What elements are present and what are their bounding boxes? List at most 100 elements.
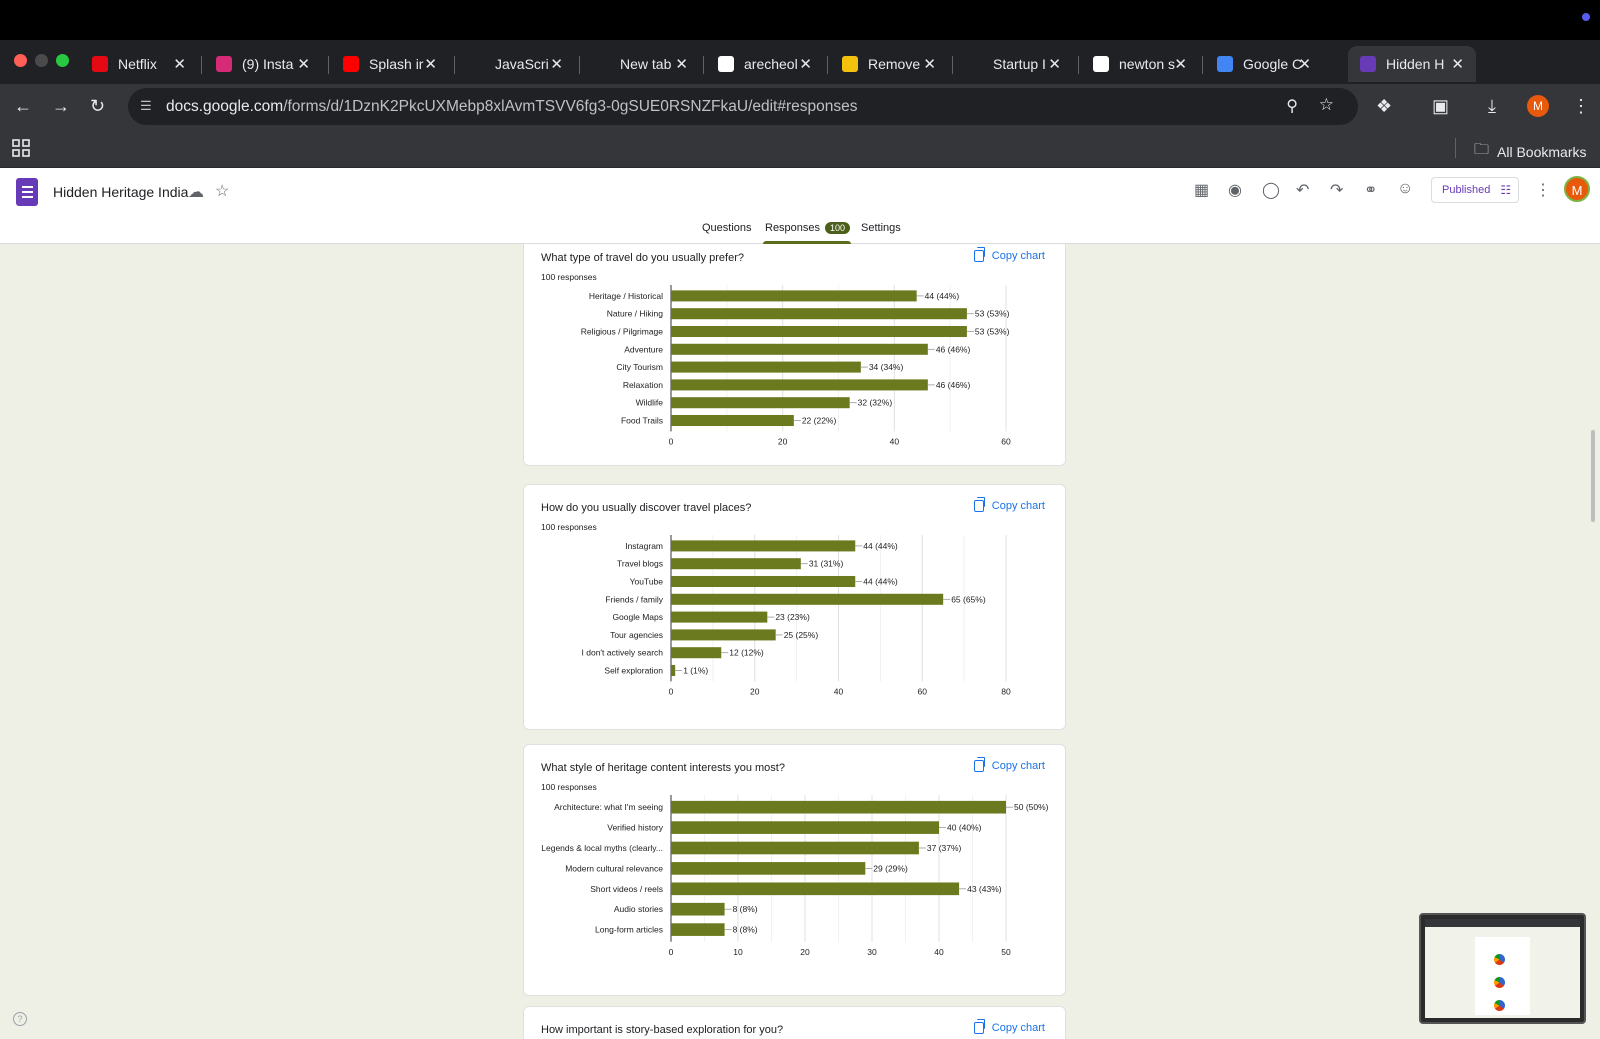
data-label: 32 (32%) [858, 398, 893, 408]
zoom-icon[interactable]: ⚲ [1286, 98, 1298, 115]
x-tick-label: 0 [669, 947, 674, 957]
browser-tab[interactable]: newton s ✕ [1081, 46, 1199, 82]
copy-icon [973, 757, 985, 772]
tune-icon: ☷ [1500, 183, 1512, 197]
scrollbar-thumb[interactable] [1591, 430, 1595, 522]
x-tick-label: 60 [918, 686, 928, 696]
profile-avatar[interactable]: M [1527, 95, 1549, 117]
tab-questions[interactable]: Questions [702, 222, 752, 234]
copy-chart-button[interactable]: Copy chart [973, 1019, 1045, 1034]
preview-eye-icon[interactable]: ◯ [1262, 182, 1280, 199]
close-tab-icon[interactable]: ✕ [173, 56, 186, 73]
bar [671, 575, 856, 588]
browser-tab[interactable]: Remove ✕ [830, 46, 948, 82]
zoom-window-button[interactable] [56, 54, 69, 67]
data-label: 12 (12%) [729, 648, 764, 658]
bar [671, 664, 676, 677]
category-label: Long-form articles [595, 925, 663, 935]
palette-icon[interactable]: ◉ [1228, 182, 1242, 199]
address-bar[interactable]: ☰ docs.google.com/forms/d/1DznK2PkcUXMeb… [128, 88, 1358, 125]
browser-tab[interactable]: Splash ir ✕ [331, 46, 449, 82]
redo-icon[interactable]: ↷ [1330, 182, 1344, 199]
apps-grid-icon[interactable] [12, 139, 30, 157]
copy-chart-button[interactable]: Copy chart [973, 247, 1045, 262]
forward-icon[interactable]: → [52, 96, 70, 116]
browser-tab[interactable]: (9) Insta ✕ [204, 46, 322, 82]
site-info-icon[interactable]: ☰ [140, 98, 152, 113]
category-label: Adventure [624, 344, 663, 354]
browser-tab[interactable]: New tab ✕ [582, 46, 700, 82]
tab-settings[interactable]: Settings [861, 222, 901, 234]
category-label: Legends & local myths (clearly... [541, 843, 663, 853]
response-count: 100 responses [541, 522, 597, 532]
bar [671, 343, 928, 355]
bar [671, 361, 861, 373]
close-tab-icon[interactable]: ✕ [297, 56, 310, 73]
preview-pie-icon [1494, 954, 1505, 965]
all-bookmarks-button[interactable]: 🗀 All Bookmarks [1474, 139, 1586, 164]
close-tab-icon[interactable]: ✕ [675, 56, 688, 73]
close-tab-icon[interactable]: ✕ [1298, 56, 1311, 73]
data-label: 53 (53%) [975, 327, 1010, 337]
response-count: 100 responses [541, 782, 597, 792]
tab-title: New tab [620, 56, 672, 72]
browser-tab[interactable]: JavaScri ✕ [457, 46, 575, 82]
close-tab-icon[interactable]: ✕ [1048, 56, 1061, 73]
download-icon[interactable]: ⤓ [1488, 96, 1496, 116]
star-icon[interactable]: ☆ [215, 183, 230, 200]
screenshot-icon[interactable]: ▣ [1432, 96, 1450, 116]
data-label: 23 (23%) [775, 612, 810, 622]
bar [671, 397, 850, 409]
browser-tab[interactable]: Netflix ✕ [80, 46, 198, 82]
bar [671, 923, 725, 936]
bookmark-star-icon[interactable]: ☆ [1318, 95, 1334, 114]
tab-responses[interactable]: Responses 100 [765, 222, 851, 234]
data-label: 40 (40%) [947, 823, 982, 833]
response-card: How important is story-based exploration… [523, 1006, 1066, 1039]
minimize-window-button[interactable] [35, 54, 48, 67]
published-button[interactable]: Published ☷ [1431, 177, 1519, 203]
close-tab-icon[interactable]: ✕ [1451, 56, 1464, 73]
copy-chart-button[interactable]: Copy chart [973, 757, 1045, 772]
x-tick-label: 40 [834, 686, 844, 696]
close-tab-icon[interactable]: ✕ [550, 56, 563, 73]
data-label: 1 (1%) [683, 666, 708, 676]
link-icon[interactable]: ⚭ [1364, 182, 1378, 199]
youtube-icon [343, 56, 359, 72]
data-label: 8 (8%) [733, 925, 758, 935]
move-to-drive-icon[interactable]: ☁ [188, 184, 204, 201]
add-ons-icon[interactable]: ▦ [1194, 182, 1210, 199]
help-icon[interactable]: ? [13, 1012, 27, 1026]
form-title[interactable]: Hidden Heritage India [53, 184, 189, 200]
browser-tab[interactable]: Google C ✕ [1205, 46, 1323, 82]
browser-tab[interactable]: arecheol ✕ [706, 46, 824, 82]
browser-tab[interactable]: Hidden H ✕ [1348, 46, 1476, 82]
browser-tab[interactable]: Startup I ✕ [955, 46, 1073, 82]
undo-icon[interactable]: ↶ [1296, 182, 1310, 199]
reload-icon[interactable]: ↻ [90, 96, 106, 116]
browser-menu-icon[interactable]: ⋮ [1572, 96, 1590, 116]
responses-content[interactable]: What type of travel do you usually prefe… [0, 244, 1600, 1039]
forms-header: Hidden Heritage India ☁ ☆ ▦ ◉ ◯ ↶ ↷ ⚭ ☺ … [0, 168, 1600, 244]
add-collaborator-icon[interactable]: ☺ [1397, 180, 1414, 197]
extensions-icon[interactable]: ❖ [1376, 96, 1393, 116]
google-forms-icon[interactable] [16, 178, 38, 206]
category-label: Audio stories [614, 904, 663, 914]
more-options-icon[interactable]: ⋮ [1535, 182, 1551, 199]
close-tab-icon[interactable]: ✕ [923, 56, 936, 73]
preview-toolbar [1425, 919, 1580, 927]
url-text[interactable]: docs.google.com/forms/d/1DznK2PkcUXMebp8… [166, 98, 858, 115]
close-tab-icon[interactable]: ✕ [424, 56, 437, 73]
close-window-button[interactable] [14, 54, 27, 67]
close-tab-icon[interactable]: ✕ [799, 56, 812, 73]
back-icon[interactable]: ← [14, 96, 32, 116]
copy-chart-button[interactable]: Copy chart [973, 497, 1045, 512]
x-tick-label: 0 [669, 686, 674, 696]
bar [671, 414, 794, 427]
browser-toolbar: ← → ↻ ☰ docs.google.com/forms/d/1DznK2Pk… [0, 84, 1600, 128]
response-count: 100 responses [541, 272, 597, 282]
screen-preview-thumbnail[interactable] [1419, 913, 1586, 1024]
category-label: Google Maps [612, 612, 663, 622]
user-avatar[interactable]: M [1564, 176, 1590, 202]
close-tab-icon[interactable]: ✕ [1174, 56, 1187, 73]
